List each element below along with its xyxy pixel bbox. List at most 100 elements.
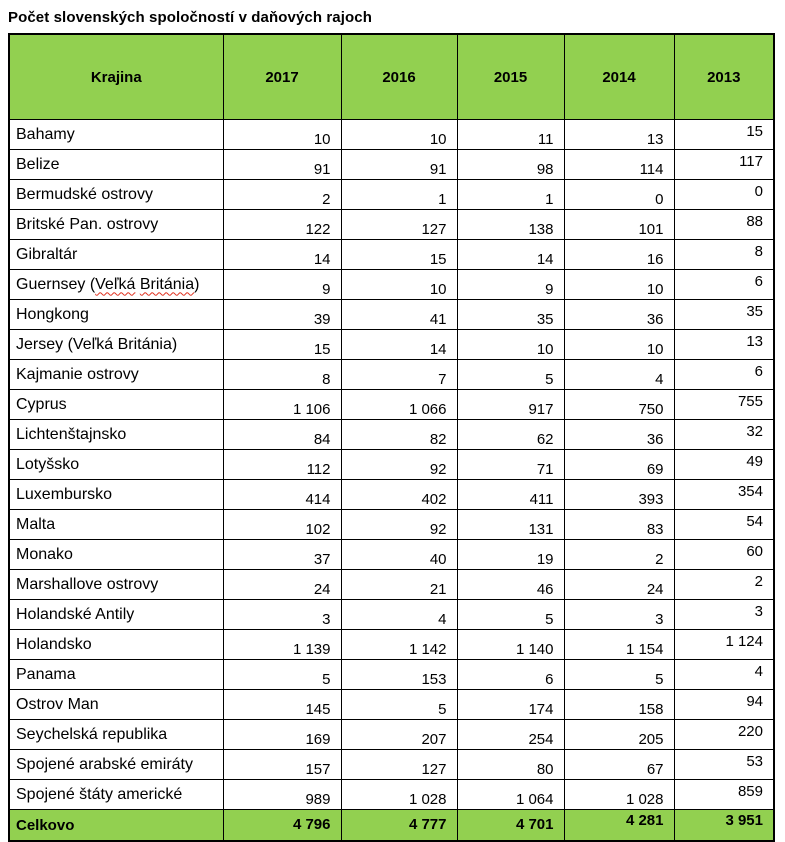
- value-cell-2013: 4: [673, 659, 775, 690]
- value-cell-2014: 205: [563, 719, 675, 750]
- value-cell-2013: 6: [673, 269, 775, 300]
- table-row: Lichtenštajnsko 84 82 62 36 32: [8, 419, 775, 450]
- value-cell-2015: 131: [456, 509, 565, 540]
- column-header-krajina: Krajina: [8, 33, 224, 120]
- value-cell-2016: 127: [340, 749, 458, 780]
- country-cell: Holandsko: [8, 629, 224, 660]
- value-cell-2016: 15: [340, 239, 458, 270]
- value-cell-2015: 138: [456, 209, 565, 240]
- misspelled-word: Veľká: [95, 275, 136, 293]
- value-cell-2015: 62: [456, 419, 565, 450]
- column-header-2013: 2013: [673, 33, 775, 120]
- table-row: Malta 102 92 131 83 54: [8, 509, 775, 540]
- value-cell-2017: 112: [222, 449, 342, 480]
- value-cell-2015: 98: [456, 149, 565, 180]
- table-row: Bermudské ostrovy 2 1 1 0 0: [8, 179, 775, 210]
- value-cell-2017: 2: [222, 179, 342, 210]
- value-cell-2017: 1 139: [222, 629, 342, 660]
- table-row: Hongkong 39 41 35 36 35: [8, 299, 775, 330]
- table-row: Guernsey (Veľká Británia) 9 10 9 10 6: [8, 269, 775, 300]
- value-cell-2016: 21: [340, 569, 458, 600]
- value-cell-2014: 0: [563, 179, 675, 210]
- country-cell: Panama: [8, 659, 224, 690]
- country-cell: Spojené arabské emiráty: [8, 749, 224, 780]
- value-cell-2017: 102: [222, 509, 342, 540]
- country-cell: Luxembursko: [8, 479, 224, 510]
- table-row: Luxembursko 414 402 411 393 354: [8, 479, 775, 510]
- value-cell-2014: 3: [563, 599, 675, 630]
- value-cell-2016: 40: [340, 539, 458, 570]
- value-cell-2017: 145: [222, 689, 342, 720]
- country-cell: Malta: [8, 509, 224, 540]
- value-cell-2015: 80: [456, 749, 565, 780]
- value-cell-2017: 5: [222, 659, 342, 690]
- page-title: Počet slovenských spoločností v daňových…: [8, 9, 372, 26]
- column-header-2015: 2015: [456, 33, 565, 120]
- value-cell-2017: 122: [222, 209, 342, 240]
- value-cell-2013: 53: [673, 749, 775, 780]
- column-header-2014: 2014: [563, 33, 675, 120]
- value-cell-2013: 54: [673, 509, 775, 540]
- country-cell: Kajmanie ostrovy: [8, 359, 224, 390]
- value-cell-2014: 13: [563, 119, 675, 150]
- table-row: Spojené arabské emiráty 157 127 80 67 53: [8, 749, 775, 780]
- country-cell: Monako: [8, 539, 224, 570]
- value-cell-2017: 9: [222, 269, 342, 300]
- value-cell-2015: 254: [456, 719, 565, 750]
- tax-havens-table: Krajina 2017 2016 2015 2014 2013 Bahamy 10 10 11…: [8, 33, 775, 842]
- country-cell: Lichtenštajnsko: [8, 419, 224, 450]
- value-cell-2013: 32: [673, 419, 775, 450]
- country-cell: Ostrov Man: [8, 689, 224, 720]
- value-cell-2013: 49: [673, 449, 775, 480]
- value-cell-2014: 393: [563, 479, 675, 510]
- misspelled-word: Británia: [139, 275, 195, 293]
- value-cell-2014: 10: [563, 269, 675, 300]
- header-row: Krajina 2017 2016 2015 2014 2013: [8, 33, 775, 120]
- value-cell-2015: 14: [456, 239, 565, 270]
- value-cell-2013: 220: [673, 719, 775, 750]
- value-cell-2016: 1: [340, 179, 458, 210]
- value-cell-2016: 91: [340, 149, 458, 180]
- value-cell-2014: 24: [563, 569, 675, 600]
- country-cell: Jersey (Veľká Británia): [8, 329, 224, 360]
- value-cell-2016: 153: [340, 659, 458, 690]
- country-cell: Bermudské ostrovy: [8, 179, 224, 210]
- table-row: Marshallove ostrovy 24 21 46 24 2: [8, 569, 775, 600]
- value-cell-2017: 91: [222, 149, 342, 180]
- column-header-2017: 2017: [222, 33, 342, 120]
- value-cell-2016: 1 066: [340, 389, 458, 420]
- value-cell-2013: 2: [673, 569, 775, 600]
- value-cell-2016: 14: [340, 329, 458, 360]
- value-cell-2015: 35: [456, 299, 565, 330]
- value-cell-2016: 1 028: [340, 779, 458, 810]
- value-cell-2015: 9: [456, 269, 565, 300]
- value-cell-2017: 1 106: [222, 389, 342, 420]
- value-cell-2015: 11: [456, 119, 565, 150]
- country-cell: Hongkong: [8, 299, 224, 330]
- value-cell-2015: 1 140: [456, 629, 565, 660]
- table-row: Ostrov Man 145 5 174 158 94: [8, 689, 775, 720]
- value-cell-2016: 5: [340, 689, 458, 720]
- table-row: Jersey (Veľká Británia) 15 14 10 10 13: [8, 329, 775, 360]
- table-row: Panama 5 153 6 5 4: [8, 659, 775, 690]
- value-cell-2016: 4: [340, 599, 458, 630]
- value-cell-2015: 5: [456, 359, 565, 390]
- value-cell-2016: 7: [340, 359, 458, 390]
- table-row: Belize 91 91 98 114 117: [8, 149, 775, 180]
- value-cell-2015: 1: [456, 179, 565, 210]
- value-cell-2017: 3: [222, 599, 342, 630]
- table-row: Britské Pan. ostrovy 122 127 138 101 88: [8, 209, 775, 240]
- value-cell-2017: 157: [222, 749, 342, 780]
- value-cell-2015: 6: [456, 659, 565, 690]
- table-body: Bahamy 10 10 11 13 15 Belize 91 91 98 114 117 Bermud…: [8, 119, 775, 842]
- value-cell-2014: 750: [563, 389, 675, 420]
- total-cell-2014: 4 281: [563, 809, 675, 842]
- value-cell-2013: 15: [673, 119, 775, 150]
- value-cell-2014: 1 028: [563, 779, 675, 810]
- value-cell-2015: 1 064: [456, 779, 565, 810]
- value-cell-2017: 169: [222, 719, 342, 750]
- value-cell-2014: 10: [563, 329, 675, 360]
- table-row: Bahamy 10 10 11 13 15: [8, 119, 775, 150]
- country-cell: Lotyšsko: [8, 449, 224, 480]
- country-cell: Bahamy: [8, 119, 224, 150]
